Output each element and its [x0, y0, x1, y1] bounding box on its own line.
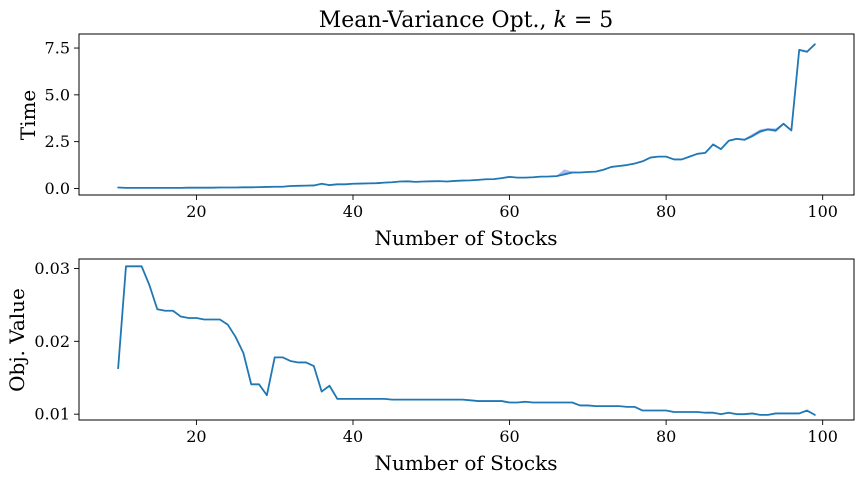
chart-title-prefix: Mean-Variance Opt.,	[319, 8, 554, 33]
time-variance-band	[118, 43, 815, 188]
objective-x-tick-label: 100	[807, 427, 838, 446]
time-x-ticks: 20 40 60 80 100	[186, 195, 838, 221]
objective-chart: 20 40 60 80 100 0.01 0.02 0.03 Number of Stock…	[5, 259, 854, 475]
objective-y-axis-label: Obj. Value	[5, 288, 29, 392]
time-x-tick-label: 40	[343, 202, 363, 221]
time-x-tick-label: 60	[499, 202, 519, 221]
objective-x-tick-label: 20	[186, 427, 206, 446]
chart-title-suffix: = 5	[567, 8, 613, 33]
objective-y-tick-label: 0.01	[34, 405, 70, 424]
time-y-tick-label: 2.5	[45, 132, 70, 151]
objective-x-axis-label: Number of Stocks	[374, 451, 557, 475]
objective-y-tick-label: 0.02	[34, 332, 70, 351]
time-chart: Mean-Variance Opt., k = 5 20 40 60 80 100 0.…	[16, 8, 854, 250]
objective-y-tick-label: 0.03	[34, 259, 70, 278]
time-x-tick-label: 100	[807, 202, 838, 221]
time-y-tick-label: 5.0	[45, 85, 70, 104]
objective-y-ticks: 0.01 0.02 0.03	[34, 259, 79, 424]
time-y-tick-label: 7.5	[45, 39, 70, 58]
time-axes-frame	[79, 34, 854, 195]
time-y-tick-label: 0.0	[45, 179, 70, 198]
chart-title-variable: k	[554, 8, 567, 33]
objective-x-tick-label: 40	[343, 427, 363, 446]
time-x-tick-label: 80	[656, 202, 676, 221]
objective-x-ticks: 20 40 60 80 100	[186, 420, 838, 446]
chart-title: Mean-Variance Opt., k = 5	[319, 8, 614, 33]
objective-axes-frame	[79, 259, 854, 420]
time-y-ticks: 0.0 2.5 5.0 7.5	[45, 39, 79, 198]
time-y-axis-label: Time	[16, 90, 40, 141]
objective-x-tick-label: 80	[656, 427, 676, 446]
time-series-line	[118, 44, 815, 188]
objective-series	[118, 266, 815, 415]
objective-series-line	[118, 266, 815, 415]
objective-x-tick-label: 60	[499, 427, 519, 446]
time-x-axis-label: Number of Stocks	[374, 226, 557, 250]
time-x-tick-label: 20	[186, 202, 206, 221]
time-series	[118, 43, 815, 188]
